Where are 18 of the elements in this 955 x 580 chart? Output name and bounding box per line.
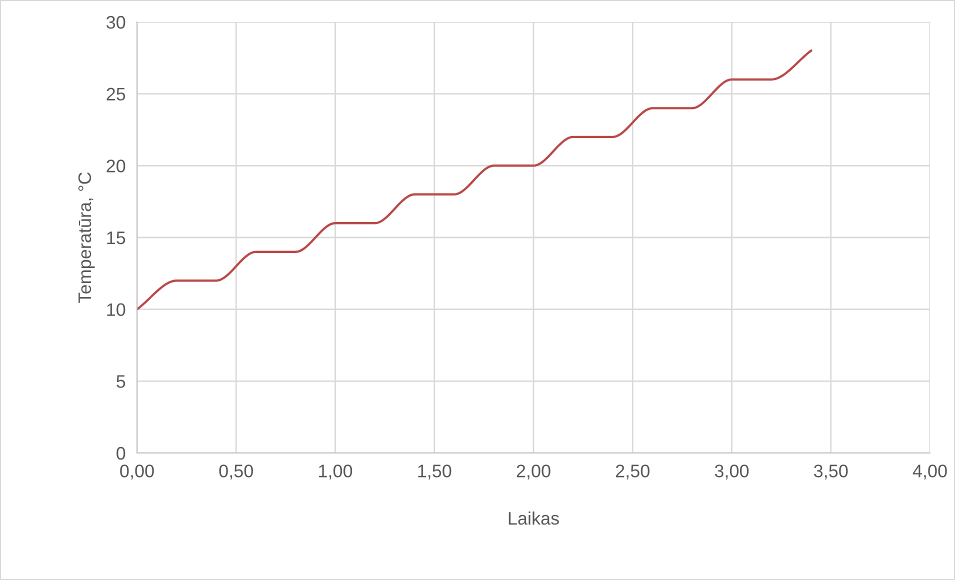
x-tick-label: 4,00 xyxy=(912,464,947,480)
y-tick-label: 25 xyxy=(106,88,126,101)
x-tick-label: 1,50 xyxy=(418,464,452,480)
y-tick-label: 0 xyxy=(116,446,126,460)
x-tick-label: 3,00 xyxy=(714,464,749,480)
x-tick-label: 2,50 xyxy=(616,464,650,480)
x-tick-label: 1,00 xyxy=(319,464,352,480)
x-axis-title: Laikas xyxy=(508,512,559,525)
y-tick-label: 10 xyxy=(107,303,126,316)
y-tick-label: 30 xyxy=(106,16,126,29)
y-axis-title: Temperatūra, °C xyxy=(78,172,95,303)
y-tick-label: 20 xyxy=(106,160,126,172)
x-tick-label: 3,50 xyxy=(814,464,848,480)
x-tick-label: 0,00 xyxy=(120,464,154,480)
y-tick-label: 5 xyxy=(116,375,126,388)
y-tick-label: 15 xyxy=(107,232,126,244)
x-tick-label: 2,00 xyxy=(516,464,550,480)
x-tick-label: 0,50 xyxy=(219,464,253,480)
